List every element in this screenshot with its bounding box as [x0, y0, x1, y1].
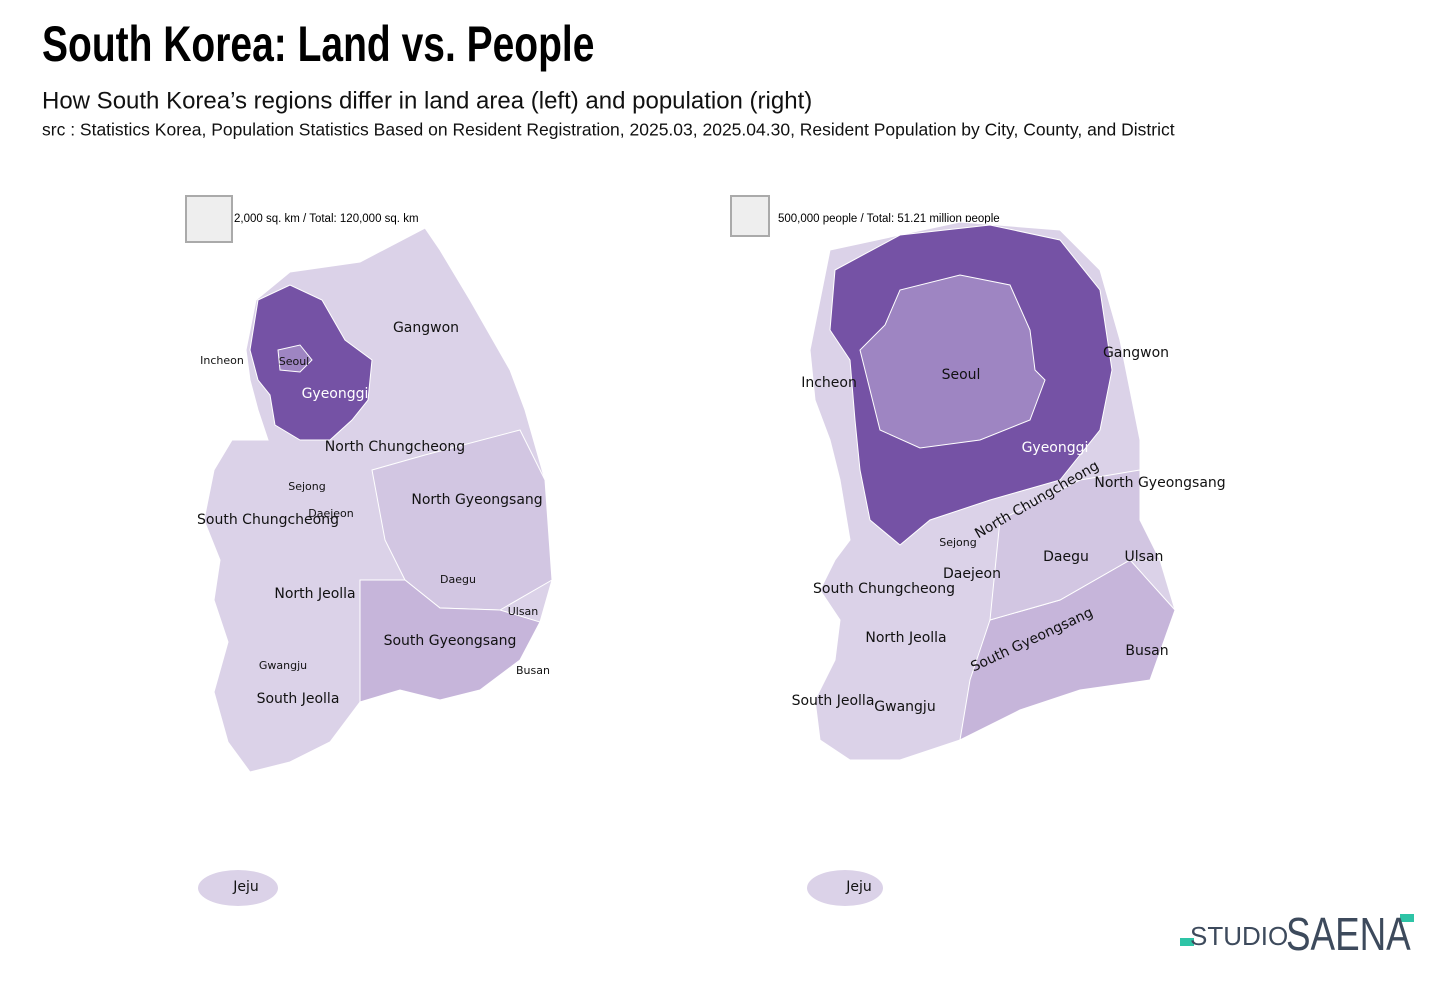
- region-label: Gwangju: [874, 699, 935, 715]
- region-label: North Gyeongsang: [1094, 475, 1225, 491]
- region-label: Seoul: [942, 367, 981, 383]
- legend-square: [185, 195, 233, 243]
- title: South Korea: Land vs. People: [42, 15, 594, 72]
- legend-text: 2,000 sq. km / Total: 120,000 sq. km: [234, 213, 419, 225]
- region-label: Ulsan: [508, 605, 539, 618]
- logo-accent: [1180, 938, 1194, 946]
- region-label: Sejong: [939, 536, 977, 549]
- region-label: Seoul: [279, 355, 310, 368]
- logo-accent: [1400, 914, 1414, 922]
- region-label: Busan: [1125, 643, 1168, 659]
- region-label: Gangwon: [1103, 345, 1169, 361]
- region-label: Jeju: [232, 879, 259, 895]
- region-shape: [198, 870, 278, 906]
- region-label: Incheon: [801, 375, 857, 391]
- region-shape: [359, 579, 541, 703]
- region-shape: [371, 429, 553, 611]
- region-label: North Chungcheong: [325, 439, 465, 455]
- region-label: Jeju: [845, 879, 872, 895]
- region-label: Gyeonggi: [1022, 440, 1089, 456]
- land-map: 2,000 sq. km / Total: 120,000 sq. km Gan…: [185, 195, 553, 906]
- region-label: Sejong: [288, 480, 326, 493]
- region-label: South Chungcheong: [197, 512, 339, 528]
- region-label: South Chungcheong: [813, 581, 955, 597]
- legend-text: 500,000 people / Total: 51.21 million pe…: [778, 213, 1000, 225]
- region-shape: [807, 870, 883, 906]
- region-shape: [989, 469, 1161, 621]
- region-label: Ulsan: [1125, 549, 1164, 565]
- population-map: 500,000 people / Total: 51.21 million pe…: [730, 195, 1226, 906]
- legend-square: [730, 195, 770, 237]
- region-label: Gwangju: [259, 659, 307, 672]
- region-label: Gyeonggi: [302, 386, 369, 402]
- region-label: North Jeolla: [274, 586, 355, 602]
- logo-brand: SAENA: [1286, 908, 1411, 960]
- region-label: Daegu: [1043, 549, 1089, 565]
- logo-studio: STUDIO: [1190, 921, 1288, 951]
- region-shape: [277, 344, 313, 373]
- region-label: South Jeolla: [792, 693, 875, 709]
- source: src : Statistics Korea, Population Stati…: [42, 120, 1175, 140]
- region-label: Incheon: [200, 354, 244, 367]
- region-shape: [859, 274, 1046, 449]
- subtitle: How South Korea’s regions differ in land…: [42, 87, 812, 114]
- region-label: Daejeon: [943, 566, 1001, 582]
- region-label: South Jeolla: [257, 691, 340, 707]
- region-label: Daegu: [440, 573, 476, 586]
- logo: STUDIO SAENA: [1180, 908, 1414, 960]
- region-shape: [249, 284, 373, 441]
- region-label: Busan: [516, 664, 550, 677]
- region-label: South Gyeongsang: [384, 633, 517, 649]
- region-label: North Gyeongsang: [411, 492, 542, 508]
- region-label: North Jeolla: [865, 630, 946, 646]
- region-label: Gangwon: [393, 320, 459, 336]
- region-label: Daejeon: [308, 507, 354, 520]
